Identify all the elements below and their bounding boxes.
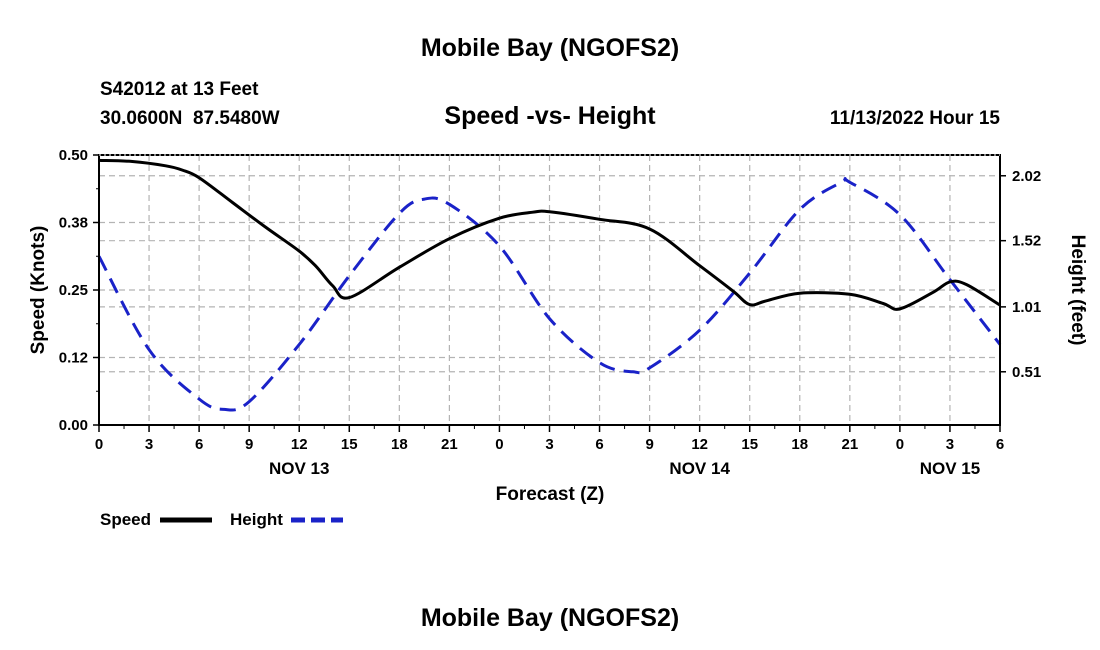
x-tick-label: 0 [896,436,904,453]
x-tick-label: 12 [291,436,308,453]
x-tick-label: 6 [996,436,1004,453]
x-tick-label: 6 [195,436,203,453]
y2-tick-label: 1.01 [1012,299,1041,316]
y-tick-label: 0.12 [59,350,88,367]
x-tick-label: 18 [791,436,808,453]
x-tick-label: 6 [595,436,603,453]
y2-axis-label: Height (feet) [1067,235,1088,346]
x-tick-label: 15 [341,436,358,453]
y-tick-label: 0.25 [59,282,88,299]
x-date-label: NOV 14 [669,459,730,478]
x-tick-label: 3 [545,436,553,453]
x-axis-label: Forecast (Z) [496,484,605,505]
series-line-height [97,177,1002,412]
y2-tick-label: 1.52 [1012,233,1041,250]
x-tick-label: 21 [441,436,458,453]
datetime-label: 11/13/2022 Hour 15 [830,108,1000,129]
x-tick-label: 21 [841,436,858,453]
x-tick-label: 15 [741,436,758,453]
series-line-speed [98,158,1001,311]
x-tick-label: 18 [391,436,408,453]
coordinates-label: 30.0600N 87.5480W [100,108,280,129]
x-tick-label: 9 [645,436,653,453]
x-date-label: NOV 15 [920,459,980,478]
y-axis-label: Speed (Knots) [28,226,49,355]
chart-subtitle: Speed -vs- Height [444,102,656,130]
legend-label-speed: Speed [100,510,151,529]
chart-title: Mobile Bay (NGOFS2) [421,34,679,62]
y2-tick-label: 2.02 [1012,168,1041,185]
legend: Speed Height [100,510,343,529]
axes: 0 3 6 9 12 15 18 21 0 3 6 9 12 15 18 21 0 3 6 NOV 13 NOV 14 N… [59,147,1041,478]
x-tick-label: 3 [946,436,954,453]
y-tick-label: 0.38 [59,215,88,232]
y-tick-label: 0.00 [59,417,88,434]
x-tick-label: 0 [495,436,503,453]
station-label: S42012 at 13 Feet [100,79,259,100]
legend-label-height: Height [230,510,283,529]
x-tick-label: 0 [95,436,103,453]
x-tick-label: 9 [245,436,253,453]
series-lines [97,158,1002,412]
footer-title: Mobile Bay (NGOFS2) [421,604,679,632]
x-tick-label: 3 [145,436,153,453]
grid [99,155,1000,425]
y2-tick-label: 0.51 [1012,364,1041,381]
x-date-label: NOV 13 [269,459,329,478]
y-tick-label: 0.50 [59,147,88,164]
x-tick-label: 12 [691,436,708,453]
